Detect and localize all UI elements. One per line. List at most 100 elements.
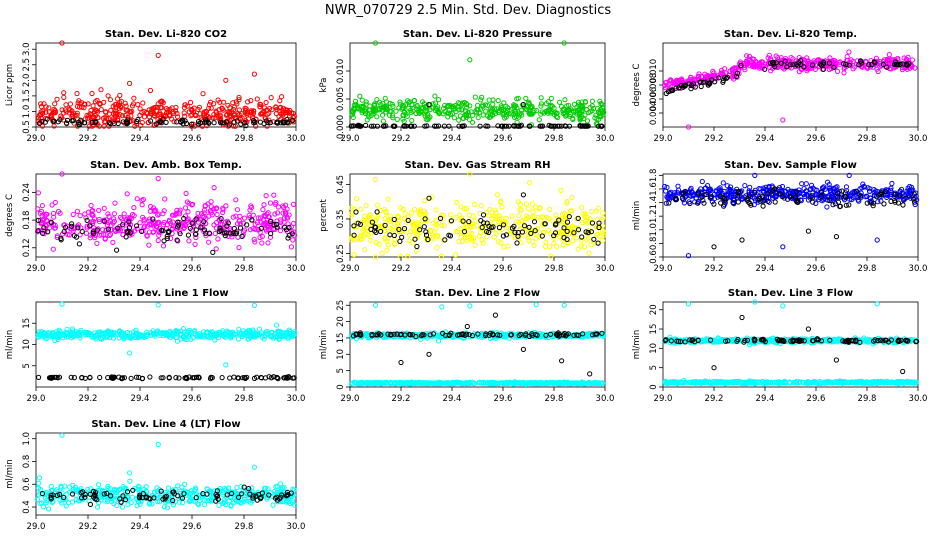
data-point	[597, 233, 603, 239]
data-point	[148, 330, 154, 336]
data-point	[38, 101, 44, 107]
data-point	[469, 333, 475, 339]
data-point	[257, 332, 263, 338]
x-tick-label: 30.0	[287, 394, 306, 404]
data-point	[912, 201, 918, 208]
data-point	[160, 211, 166, 217]
y-tick-label: 0.8	[649, 237, 659, 251]
data-point	[146, 218, 152, 224]
data-point	[254, 332, 260, 338]
data-point	[427, 114, 433, 120]
data-point	[87, 223, 93, 229]
data-point	[524, 213, 530, 219]
data-point	[492, 111, 499, 117]
data-point	[506, 123, 512, 129]
data-point	[173, 210, 179, 217]
data-point	[362, 247, 368, 253]
data-point	[564, 236, 570, 242]
data-point	[258, 219, 264, 225]
data-point	[539, 233, 545, 239]
data-point	[497, 332, 503, 338]
data-point	[195, 210, 201, 216]
data-point	[158, 104, 164, 111]
data-point	[84, 223, 90, 229]
data-point	[595, 205, 602, 211]
data-point	[571, 225, 577, 231]
data-point	[467, 57, 473, 63]
data-point	[900, 202, 906, 208]
data-point	[170, 219, 176, 225]
data-point	[101, 205, 107, 211]
data-point	[371, 101, 378, 107]
x-tick-label: 29.4	[131, 134, 150, 144]
data-point	[562, 97, 568, 103]
data-point	[38, 333, 44, 339]
data-point	[530, 209, 536, 215]
data-point	[250, 212, 256, 218]
data-point	[94, 240, 100, 246]
data-point	[515, 199, 522, 205]
data-point	[156, 232, 162, 238]
data-point	[402, 334, 408, 340]
data-point	[539, 109, 545, 115]
data-point	[208, 199, 214, 205]
data-point	[261, 336, 267, 342]
data-point	[265, 120, 271, 126]
data-point	[275, 376, 281, 382]
data-point	[146, 242, 152, 248]
data-point	[242, 120, 248, 126]
data-point	[97, 219, 103, 225]
data-point	[754, 63, 761, 69]
data-point	[85, 101, 91, 107]
data-point	[423, 211, 429, 217]
data-point	[520, 346, 527, 352]
data-point	[830, 202, 836, 208]
data-point	[382, 380, 388, 386]
data-point	[96, 216, 102, 223]
data-point	[398, 359, 404, 366]
data-point	[107, 334, 113, 341]
data-point	[366, 107, 372, 113]
data-point	[102, 236, 108, 242]
data-point	[453, 228, 459, 235]
x-tick-label: 30.0	[596, 394, 615, 404]
data-point	[676, 85, 682, 91]
data-point	[703, 191, 709, 197]
data-point	[447, 102, 453, 108]
data-point	[809, 193, 815, 199]
data-point	[208, 105, 214, 111]
data-point	[148, 118, 154, 124]
y-tick-label: 1.2	[649, 209, 659, 223]
data-point	[720, 180, 726, 186]
data-point	[805, 65, 812, 71]
data-point	[857, 58, 864, 64]
data-point	[89, 90, 95, 97]
y-axis-label: degrees C	[632, 64, 642, 107]
data-point	[286, 374, 292, 380]
data-point	[432, 93, 438, 99]
data-point	[495, 109, 501, 116]
data-point	[258, 225, 264, 231]
data-point	[256, 326, 263, 332]
data-point	[87, 111, 93, 117]
data-point	[63, 224, 69, 230]
data-point	[201, 219, 207, 225]
panel-title: Stan. Dev. Amb. Box Temp.	[90, 160, 242, 171]
data-point	[835, 199, 842, 205]
data-point	[707, 194, 714, 200]
data-point	[61, 94, 67, 101]
data-point	[236, 94, 242, 101]
data-point	[396, 217, 402, 224]
data-point	[105, 328, 111, 334]
data-point	[828, 189, 834, 195]
data-point	[261, 105, 268, 111]
data-point	[396, 228, 402, 234]
y-axis-label: ml/min	[5, 330, 15, 360]
data-point	[576, 102, 582, 108]
data-point	[192, 328, 198, 334]
data-point	[112, 102, 118, 108]
data-point	[223, 203, 229, 209]
data-point	[350, 114, 356, 121]
data-point	[542, 243, 549, 250]
data-point	[772, 199, 778, 205]
